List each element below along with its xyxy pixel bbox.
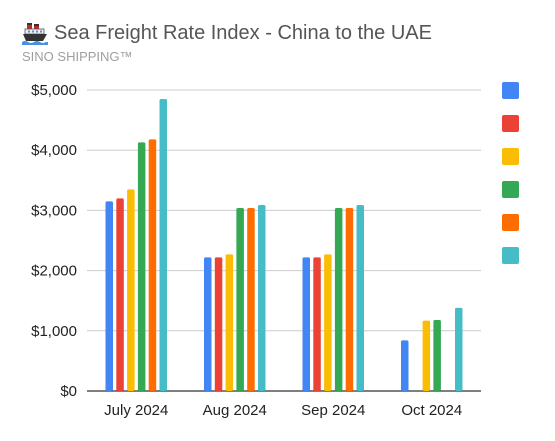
chart-subtitle: SINO SHIPPING™ [22,49,133,64]
bar-series-3-1[interactable] [225,254,234,391]
bar-series-5-2[interactable] [345,207,354,391]
bar-series-1-1[interactable] [204,257,212,391]
y-tick-label: $2,000 [31,263,77,280]
legend-swatch-6[interactable] [502,247,519,264]
bar-series-5-0[interactable] [148,139,157,391]
bar-series-4-2[interactable] [334,207,343,391]
bar-series-3-3[interactable] [422,320,431,391]
bar-series-6-3[interactable] [455,307,463,391]
chart-title-row: Sea Freight Rate Index - China to the UA… [22,18,432,48]
y-tick-label: $4,000 [31,142,77,159]
y-tick-label: $5,000 [31,82,77,99]
bar-series-2-0[interactable] [116,198,124,391]
bar-series-2-1[interactable] [214,257,223,391]
y-axis-ticks: $0 $1,000 $2,000 $3,000 $4,000 $5,000 [31,82,77,400]
y-tick-label: $3,000 [31,202,77,219]
bar-series-5-1[interactable] [247,207,255,391]
chart-gridlines [87,89,481,392]
x-axis-ticks: July 2024 Aug 2024 Sep 2024 Oct 2024 [104,402,462,419]
bar-series-1-0[interactable] [105,201,114,391]
legend-swatch-3[interactable] [502,148,519,165]
x-tick-label: Oct 2024 [401,402,462,419]
bar-series-6-1[interactable] [258,204,266,391]
bar-series-1-2[interactable] [302,257,311,391]
x-tick-label: Aug 2024 [203,402,267,419]
bar-series-4-1[interactable] [236,207,244,391]
chart-title: Sea Freight Rate Index - China to the UA… [54,21,432,44]
x-tick-label: Sep 2024 [301,402,365,419]
legend-swatch-4[interactable] [502,181,519,198]
bar-series-6-2[interactable] [356,204,365,391]
bar-series-4-0[interactable] [137,142,146,391]
legend-swatch-2[interactable] [502,115,519,132]
legend-swatch-1[interactable] [502,82,519,99]
chart-bars [105,99,463,391]
bar-series-3-2[interactable] [324,254,332,391]
bar-series-4-3[interactable] [433,319,441,391]
bar-series-6-0[interactable] [159,99,168,391]
bar-series-2-2[interactable] [313,257,321,391]
y-tick-label: $0 [60,383,77,400]
bar-series-3-0[interactable] [127,189,135,391]
x-tick-label: July 2024 [104,402,168,419]
ship-icon [22,23,48,45]
chart-legend [502,82,519,264]
bar-series-1-3[interactable] [401,340,409,391]
legend-swatch-5[interactable] [502,214,519,231]
y-tick-label: $1,000 [31,323,77,340]
